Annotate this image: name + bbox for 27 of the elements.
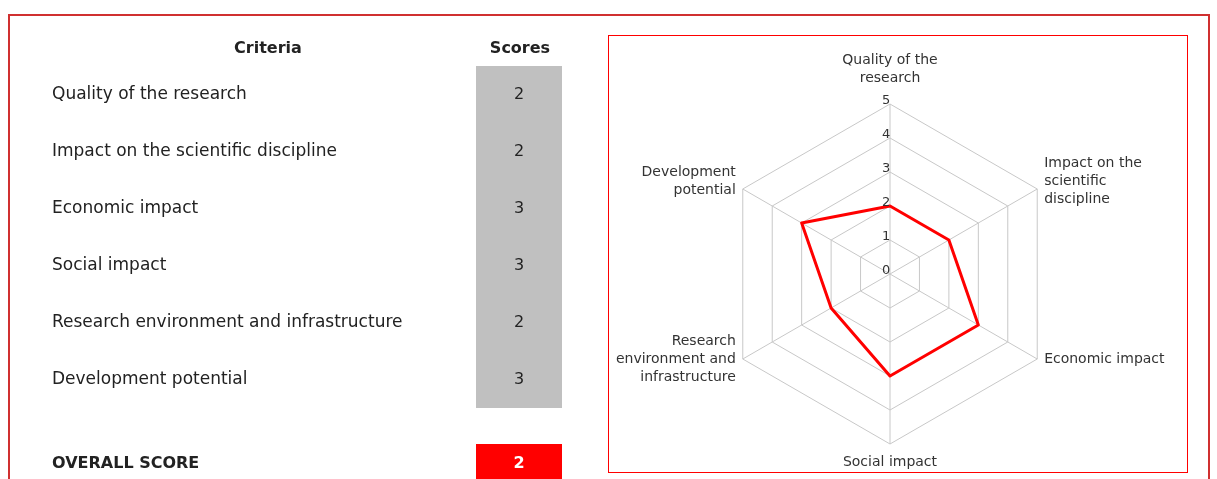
text: 2: [476, 444, 562, 479]
category-label: Development potential: [52, 368, 248, 388]
data-label: 2: [512, 84, 526, 103]
y-tick-label: 0: [882, 262, 891, 277]
y-tick-label: 5: [882, 92, 891, 107]
y-tick-label: 1: [882, 228, 891, 243]
category-label: Social impact: [52, 254, 167, 274]
spoke-label: Economic impact: [1044, 350, 1166, 366]
category-label: Economic impact: [52, 197, 199, 217]
y-tick-label: 3: [882, 160, 891, 175]
spoke-label: Social impact: [842, 453, 938, 469]
data-label: 2: [512, 141, 526, 160]
spoke-label: Quality of the research: [842, 51, 938, 85]
spoke-label: Research environment and infrastructure: [615, 332, 736, 384]
data-label: 3: [512, 198, 526, 217]
text: Scores: [488, 38, 552, 57]
text: Criteria: [233, 38, 303, 57]
text: OVERALL SCORE: [52, 453, 200, 472]
spoke-label: Impact on the scientific discipline: [1044, 154, 1142, 206]
data-label: 3: [512, 369, 526, 388]
spoke-label: Development potential: [641, 163, 737, 197]
category-label: Impact on the scientific discipline: [52, 140, 337, 160]
category-label: Quality of the research: [52, 83, 247, 103]
category-label: Research environment and infrastructure: [52, 311, 403, 331]
data-label: 3: [512, 255, 526, 274]
data-label: 2: [512, 312, 526, 331]
y-tick-label: 4: [882, 126, 891, 141]
